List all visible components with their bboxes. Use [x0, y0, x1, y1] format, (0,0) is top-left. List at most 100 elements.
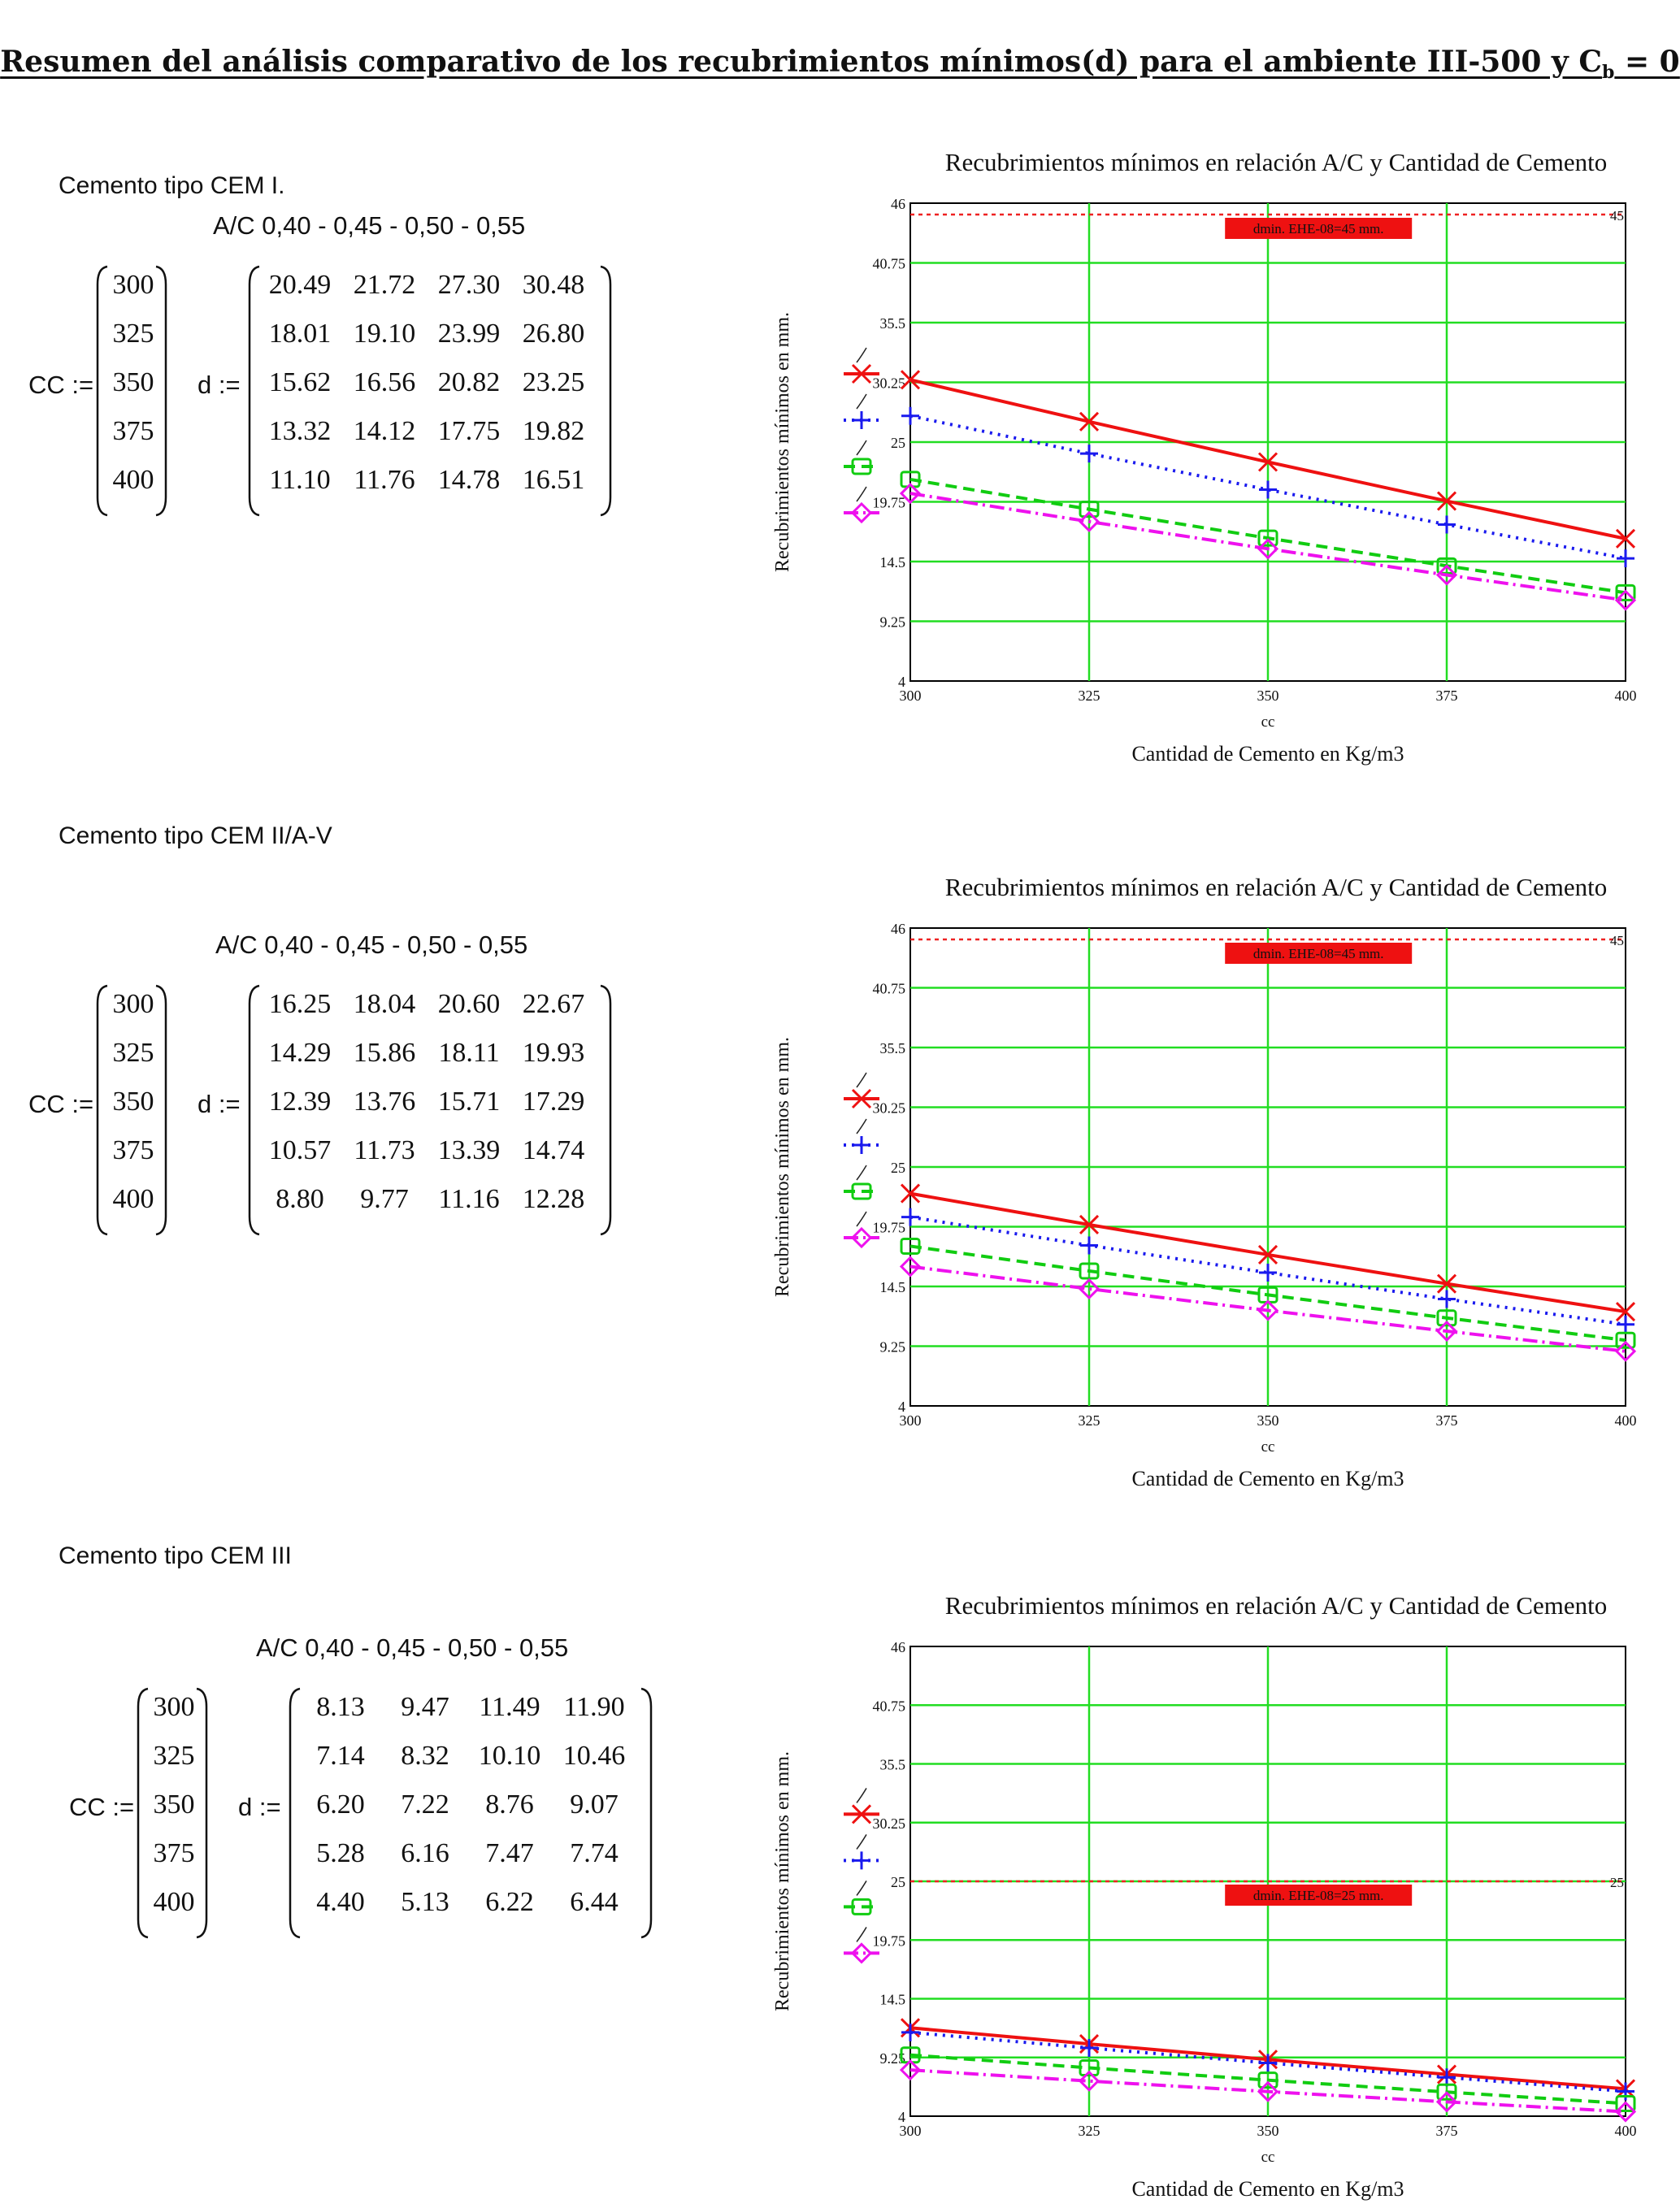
- cc-cell: 375: [112, 416, 154, 446]
- data-point: [1436, 1273, 1457, 1294]
- series-line: [909, 1244, 1626, 1343]
- y-tick-label: 30.25: [873, 375, 906, 392]
- x-tick-label: 375: [1436, 688, 1458, 704]
- page-title-main: Resumen del análisis comparativo de los …: [0, 45, 1603, 79]
- y-tick-label: 14.5: [880, 554, 906, 570]
- cc-cell: 325: [112, 319, 154, 349]
- cc-label: CC :=: [28, 371, 94, 399]
- cc-cell: 400: [112, 465, 154, 495]
- d-cell: 9.07: [570, 1789, 619, 1820]
- cc-label: CC :=: [28, 1090, 94, 1118]
- data-point: [1615, 1302, 1636, 1322]
- cc-cell: 350: [153, 1789, 195, 1820]
- d-cell: 23.99: [437, 319, 501, 349]
- data-point: [1259, 480, 1277, 499]
- data-point: [1257, 1244, 1278, 1265]
- cc-cell: 375: [112, 1135, 154, 1165]
- d-left-bracket: [248, 984, 260, 1236]
- reference-value-label: 25: [1610, 1875, 1624, 1890]
- d-cell: 7.47: [485, 1838, 534, 1868]
- d-cell: 18.01: [268, 319, 332, 349]
- d-cell: 26.80: [522, 319, 585, 349]
- legend-tick: [856, 1118, 867, 1134]
- legend-tick: [856, 440, 867, 456]
- cc-cell: 300: [112, 270, 154, 300]
- d-cell: 30.48: [522, 270, 585, 300]
- data-point: [1257, 529, 1278, 547]
- series-diamond: [899, 1256, 1637, 1362]
- data-point: [853, 1851, 870, 1870]
- y-tick-label: 9.25: [880, 614, 906, 631]
- d-left-bracket: [289, 1687, 301, 1939]
- d-cell: 8.13: [316, 1692, 365, 1722]
- data-point: [1080, 1236, 1098, 1255]
- d-right-bracket: [600, 265, 612, 517]
- data-point: [1615, 2094, 1636, 2112]
- chart-title: Recubrimientos mínimos en relación A/C y…: [945, 148, 1607, 176]
- legend-tick: [856, 1165, 867, 1181]
- data-point: [851, 1804, 872, 1824]
- d-cell: 14.12: [353, 416, 416, 446]
- x-tick-label: 400: [1615, 2123, 1637, 2139]
- ac-header: A/C 0,40 - 0,45 - 0,50 - 0,55: [256, 1633, 569, 1662]
- x-tick-label: 300: [900, 1412, 922, 1429]
- data-point: [1614, 2101, 1637, 2123]
- y-tick-label: 19.75: [873, 495, 906, 511]
- data-point: [1614, 1340, 1637, 1362]
- x-tick-label: 350: [1257, 688, 1279, 704]
- d-label: d :=: [238, 1793, 281, 1821]
- data-point: [1615, 583, 1636, 601]
- y-tick-label: 46: [891, 196, 905, 212]
- y-tick-label: 40.75: [873, 981, 906, 997]
- data-point: [1078, 510, 1100, 532]
- data-point: [1257, 452, 1278, 472]
- x-tick-label: 300: [900, 2123, 922, 2139]
- y-tick-label: 19.75: [873, 1933, 906, 1949]
- chart-title: Recubrimientos mínimos en relación A/C y…: [945, 1591, 1607, 1620]
- y-tick-label: 4: [898, 1399, 905, 1415]
- y-tick-label: 30.25: [873, 1815, 906, 1832]
- legend-swatch-+: [844, 393, 879, 429]
- data-point: [850, 1942, 873, 1964]
- d-left-bracket: [248, 265, 260, 517]
- d-cell: 13.76: [353, 1087, 416, 1117]
- cc-cell: 325: [153, 1741, 195, 1771]
- d-label: d :=: [198, 1090, 241, 1118]
- cc-left-bracket: [96, 984, 108, 1236]
- cc-cell: 400: [153, 1887, 195, 1917]
- data-point: [1257, 538, 1279, 560]
- data-point: [901, 406, 919, 425]
- d-cell: 10.10: [478, 1741, 541, 1771]
- series-diamond: [899, 2059, 1637, 2123]
- d-cell: 6.16: [401, 1838, 449, 1868]
- cc-label: CC :=: [69, 1793, 135, 1821]
- data-point: [1614, 589, 1637, 611]
- data-point: [853, 411, 870, 429]
- legend-tick: [856, 1834, 867, 1850]
- x-tick-label: 350: [1257, 1412, 1279, 1429]
- d-cell: 6.22: [485, 1887, 534, 1917]
- data-point: [1438, 1290, 1456, 1308]
- reference-label-box: [1225, 943, 1413, 964]
- series-line: [909, 492, 1626, 602]
- data-point: [901, 1208, 919, 1226]
- data-point: [899, 1256, 922, 1278]
- series-+: [901, 1208, 1634, 1334]
- section-label-cem-ii: Cemento tipo CEM II/A-V: [59, 822, 332, 849]
- reference-label: dmin. EHE-08=45 mm.: [1253, 221, 1384, 236]
- section-label-cem-iii: Cemento tipo CEM III: [59, 1542, 292, 1569]
- data-point: [1435, 564, 1458, 586]
- data-point: [1259, 2054, 1277, 2072]
- data-point: [1615, 528, 1636, 549]
- d-cell: 10.57: [268, 1135, 332, 1165]
- x-tick-label: 375: [1436, 1412, 1458, 1429]
- d-cell: 14.29: [268, 1038, 332, 1068]
- legend-tick: [856, 1927, 867, 1942]
- legend-tick: [856, 486, 867, 502]
- d-cell: 15.62: [268, 367, 332, 397]
- series-line: [909, 1265, 1626, 1353]
- data-point: [851, 363, 872, 384]
- d-cell: 4.40: [316, 1887, 365, 1917]
- data-point: [1257, 2071, 1278, 2089]
- series-x: [900, 370, 1636, 549]
